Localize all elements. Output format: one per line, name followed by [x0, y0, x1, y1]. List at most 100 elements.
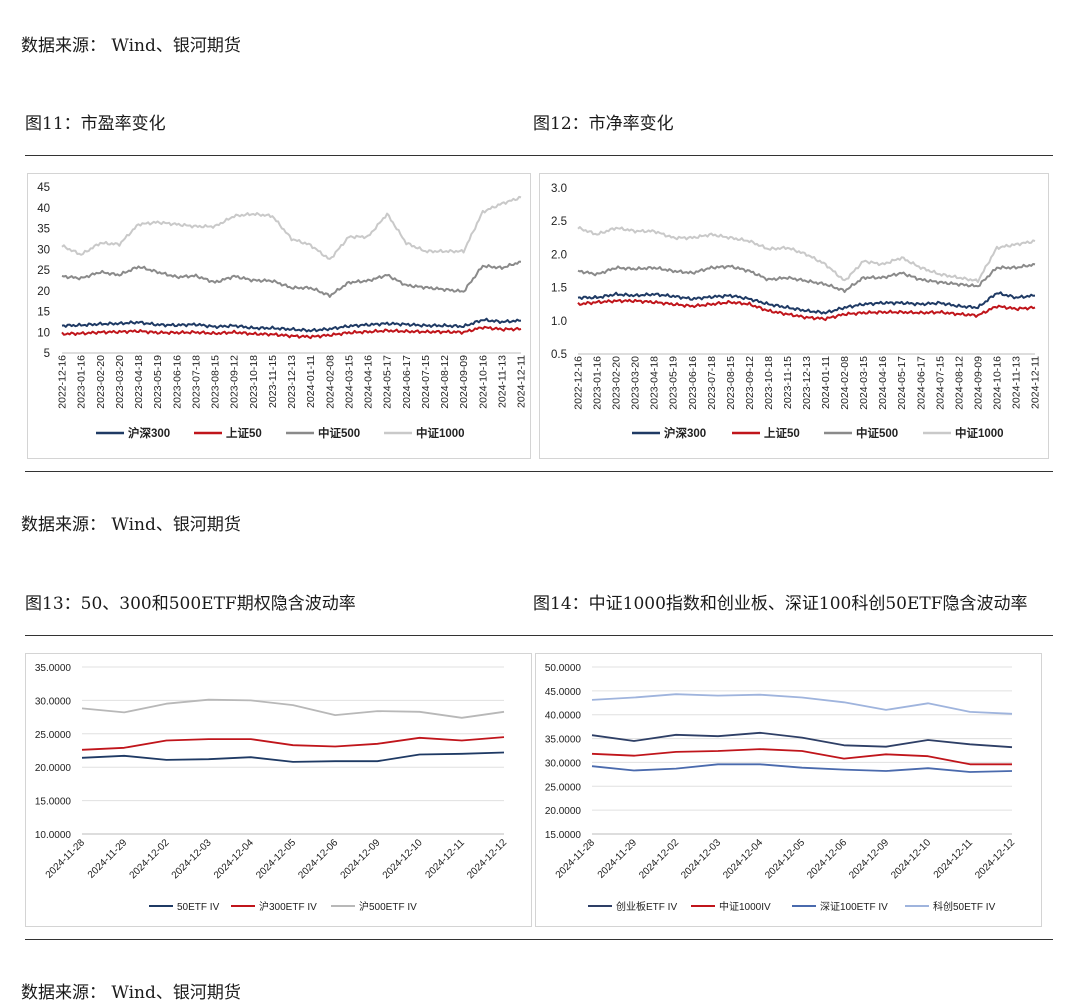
x-tick-label: 2024-06-17: [401, 355, 413, 409]
x-tick-label: 2023-04-18: [649, 356, 661, 410]
x-tick-label: 2023-06-16: [687, 356, 699, 410]
x-tick-label: 2024-12-11: [932, 837, 976, 881]
x-tick-label: 2023-12-13: [286, 355, 298, 409]
legend-label: 深证100ETF IV: [820, 901, 888, 913]
chart-fig12: 0.5 1.0 1.5 2.0 2.5 3.0 2022-12-16 2023-01-16 20…: [551, 183, 1042, 440]
series-line: [577, 226, 1036, 284]
y-tick-label: 45.0000: [545, 687, 582, 698]
x-tick-label: 2024-08-12: [953, 356, 965, 410]
x-tick-label: 2024-02-08: [839, 356, 851, 410]
x-tick-label: 2024-05-17: [382, 355, 394, 409]
divider: [25, 635, 1053, 636]
x-tick-label: 2023-11-15: [267, 355, 279, 408]
y-tick-label: 25: [37, 265, 50, 277]
y-tick-label: 10: [37, 327, 50, 339]
x-tick-label: 2023-10-18: [248, 355, 260, 409]
chart-panel-fig14: 15.0000 20.0000 25.0000 30.0000 35.0000 40.00…: [535, 653, 1042, 927]
x-tick-label: 2024-11-28: [554, 837, 598, 881]
x-tick-label: 2024-01-11: [305, 355, 317, 408]
y-tick-label: 25.0000: [35, 730, 72, 741]
x-tick-label: 2024-10-16: [477, 355, 489, 409]
legend-label: 上证50: [764, 426, 800, 440]
x-tick-label: 2023-11-15: [782, 356, 794, 409]
x-tick-label: 2024-07-15: [934, 356, 946, 410]
legend-label: 中证500: [318, 426, 360, 440]
x-tick-label: 2023-07-18: [706, 356, 718, 410]
series-line: [61, 260, 522, 298]
y-tick-label: 20.0000: [545, 806, 582, 817]
chart-fig14: 15.0000 20.0000 25.0000 30.0000 35.0000 40.00…: [545, 663, 1018, 913]
x-tick-label: 2023-03-20: [114, 355, 126, 409]
figure-12-title: 图12：市净率变化: [533, 114, 674, 134]
series-line: [61, 325, 522, 340]
y-tick-label: 0.5: [551, 349, 567, 361]
y-tick-label: 15.0000: [545, 830, 582, 841]
x-tick-label: 2024-12-06: [805, 837, 849, 881]
x-tick-label: 2024-05-17: [896, 356, 908, 410]
legend-label: 中证1000: [955, 426, 1004, 440]
x-tick-label: 2024-04-16: [877, 356, 889, 410]
y-tick-label: 1.5: [551, 283, 567, 295]
series-line: [577, 263, 1036, 294]
series-line: [81, 751, 505, 763]
x-tick-label: 2022-12-16: [573, 356, 585, 410]
x-tick-label: 2023-04-18: [133, 355, 145, 409]
y-tick-label: 15: [37, 307, 50, 319]
x-tick-label: 2023-01-16: [592, 356, 604, 410]
legend-label: 沪300ETF IV: [259, 900, 317, 913]
x-tick-label: 2024-10-16: [991, 356, 1003, 410]
source-note: 数据来源： Wind、银河期货: [21, 36, 241, 56]
x-tick-label: 2024-03-15: [343, 355, 355, 409]
x-tick-label: 2024-12-11: [423, 837, 467, 881]
x-tick-label: 2024-07-15: [420, 355, 432, 409]
y-tick-label: 2.5: [551, 216, 567, 228]
x-tick-label: 2024-12-05: [254, 837, 298, 881]
x-tick-label: 2023-02-20: [95, 355, 107, 409]
y-tick-label: 15.0000: [35, 797, 72, 808]
legend-label: 上证50: [226, 426, 262, 440]
y-tick-label: 45: [37, 182, 50, 194]
x-tick-label: 2024-12-09: [339, 837, 383, 881]
y-tick-label: 50.0000: [545, 663, 582, 674]
x-tick-label: 2022-12-16: [57, 355, 69, 409]
x-tick-label: 2024-11-13: [1010, 356, 1022, 409]
x-tick-label: 2024-12-11: [516, 355, 528, 408]
x-tick-label: 2024-02-08: [324, 355, 336, 409]
divider: [25, 471, 1053, 472]
x-tick-label: 2023-01-16: [76, 355, 88, 409]
x-tick-label: 2024-08-12: [439, 355, 451, 409]
x-tick-label: 2023-07-18: [190, 355, 202, 409]
x-tick-label: 2024-11-28: [44, 837, 88, 881]
series-line: [577, 298, 1036, 322]
x-tick-label: 2023-08-15: [210, 355, 222, 409]
y-tick-label: 40: [37, 203, 50, 215]
legend-label: 科创50ETF IV: [933, 900, 996, 913]
x-tick-label: 2023-05-19: [668, 356, 680, 410]
y-tick-label: 2.0: [551, 249, 567, 261]
y-tick-label: 5: [44, 348, 50, 360]
chart-fig13: 10.0000 15.0000 20.0000 25.0000 30.0000 35.00…: [35, 663, 510, 913]
y-tick-label: 35.0000: [35, 663, 72, 674]
y-tick-label: 30: [37, 244, 50, 256]
x-tick-label: 2023-09-12: [229, 355, 241, 409]
source-note: 数据来源： Wind、银河期货: [21, 983, 241, 1003]
x-tick-label: 2024-12-12: [973, 837, 1017, 881]
x-tick-label: 2024-01-11: [820, 356, 832, 409]
y-tick-label: 10.0000: [35, 830, 72, 841]
x-tick-label: 2023-12-13: [801, 356, 813, 410]
x-tick-label: 2023-03-20: [630, 356, 642, 410]
x-tick-label: 2024-03-15: [858, 356, 870, 410]
x-tick-label: 2024-11-13: [496, 355, 508, 408]
y-tick-label: 20.0000: [35, 763, 72, 774]
legend-label: 沪深300: [664, 426, 706, 440]
series-line: [81, 698, 505, 719]
legend-label: 中证1000: [416, 426, 465, 440]
x-tick-label: 2024-06-17: [915, 356, 927, 410]
x-tick-label: 2024-12-10: [381, 837, 425, 881]
x-tick-label: 2024-09-09: [458, 355, 470, 409]
y-tick-label: 25.0000: [545, 782, 582, 793]
y-tick-label: 20: [37, 286, 50, 298]
x-tick-label: 2024-09-09: [972, 356, 984, 410]
y-tick-label: 40.0000: [545, 711, 582, 722]
legend-label: 中证1000IV: [719, 900, 771, 913]
